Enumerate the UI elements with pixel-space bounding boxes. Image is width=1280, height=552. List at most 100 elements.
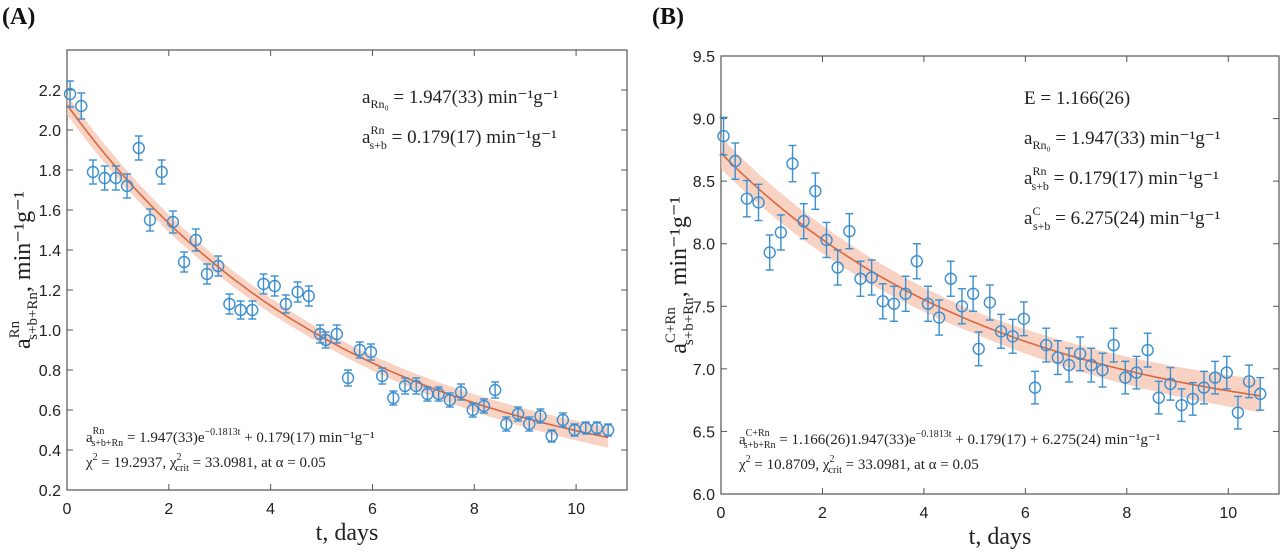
data-marker bbox=[330, 327, 344, 341]
data-point bbox=[86, 159, 100, 185]
data-marker bbox=[1051, 351, 1065, 364]
data-marker bbox=[932, 311, 946, 324]
data-point bbox=[109, 165, 123, 191]
data-marker bbox=[1152, 391, 1165, 404]
data-marker bbox=[1107, 338, 1120, 352]
data-marker bbox=[302, 289, 316, 303]
data-point bbox=[1208, 360, 1222, 395]
data-marker bbox=[983, 296, 997, 309]
data-marker bbox=[234, 303, 247, 317]
data-marker bbox=[1254, 387, 1267, 401]
y-tick-label: 9.0 bbox=[693, 112, 715, 129]
y-tick-label: 6.0 bbox=[693, 487, 715, 504]
data-point bbox=[1028, 370, 1042, 405]
x-tick-label: 8 bbox=[470, 501, 479, 518]
data-point bbox=[763, 234, 776, 271]
x-tick-label: 4 bbox=[266, 501, 275, 518]
data-marker bbox=[545, 429, 558, 443]
data-point bbox=[375, 367, 389, 385]
fit-confidence-band bbox=[721, 137, 1261, 413]
data-point bbox=[983, 284, 997, 321]
data-marker bbox=[1208, 371, 1222, 384]
data-point bbox=[994, 313, 1008, 349]
data-marker bbox=[1039, 338, 1053, 352]
parameter-annotation: aC s+b = 6.275(24) min⁻¹g⁻¹ bbox=[1024, 204, 1221, 233]
x-tick-label: 0 bbox=[63, 501, 72, 518]
data-marker bbox=[143, 213, 157, 227]
parameter-annotation: aRn s+b = 0.179(17) min⁻¹g⁻¹ bbox=[362, 123, 557, 152]
data-marker bbox=[200, 267, 214, 281]
data-marker bbox=[1186, 392, 1199, 406]
data-marker bbox=[189, 233, 203, 247]
data-point bbox=[410, 377, 423, 395]
data-marker bbox=[454, 385, 468, 399]
x-tick-label: 8 bbox=[1122, 505, 1131, 522]
data-marker bbox=[1175, 398, 1188, 412]
data-marker bbox=[155, 165, 168, 179]
y-tick-label: 8.0 bbox=[693, 237, 715, 254]
y-tick-label: 8.5 bbox=[693, 174, 715, 191]
fit-line bbox=[66, 104, 609, 439]
data-point bbox=[1006, 318, 1019, 354]
data-point bbox=[972, 331, 985, 367]
chi-square-annotation: χ2 = 10.8709, χ2 crit = 33.0981, at α = 0… bbox=[738, 454, 979, 476]
data-marker bbox=[1028, 381, 1042, 394]
y-tick-label: 2.2 bbox=[39, 83, 61, 100]
data-point bbox=[1119, 360, 1132, 395]
x-tick-label: 0 bbox=[717, 505, 726, 522]
data-point bbox=[223, 293, 236, 315]
x-tick-label: 4 bbox=[919, 505, 928, 522]
data-point bbox=[63, 80, 77, 108]
data-point bbox=[364, 343, 378, 361]
data-point bbox=[330, 324, 344, 344]
data-point bbox=[432, 386, 445, 402]
data-marker bbox=[466, 403, 479, 417]
x-tick-label: 2 bbox=[818, 505, 827, 522]
data-point bbox=[1073, 336, 1087, 372]
data-point bbox=[854, 260, 867, 297]
data-marker bbox=[132, 141, 145, 155]
panel-label-b: (B) bbox=[652, 4, 684, 30]
data-point bbox=[1152, 380, 1165, 415]
data-marker bbox=[972, 342, 985, 356]
y-axis-title: aRn s+b+Rn, min⁻¹g⁻¹ bbox=[7, 191, 41, 349]
data-point bbox=[177, 251, 191, 273]
data-marker bbox=[375, 369, 389, 383]
data-point bbox=[302, 285, 316, 307]
y-tick-label: 1.2 bbox=[39, 283, 61, 300]
data-point bbox=[341, 369, 355, 387]
data-marker bbox=[75, 99, 88, 113]
data-point bbox=[1062, 347, 1076, 383]
data-point bbox=[556, 412, 570, 428]
chart-panel-a: 0 2 4 6 8 10 0.2 0.4 0.6 0.8 1.0 1.2 1.4 1.6 1.8 2.0 2.2… bbox=[7, 49, 628, 546]
data-point bbox=[944, 260, 957, 297]
data-point bbox=[932, 299, 946, 336]
data-marker bbox=[556, 413, 570, 427]
data-point bbox=[921, 285, 935, 323]
data-marker bbox=[1006, 330, 1019, 343]
data-point bbox=[200, 263, 214, 285]
data-marker bbox=[534, 409, 547, 423]
data-point bbox=[1186, 381, 1199, 416]
x-tick-label: 6 bbox=[368, 501, 377, 518]
data-point bbox=[98, 165, 111, 191]
fit-equation: aC+Rn s+b+Rn = 1.166(26)1.947(33)e−0.1813… bbox=[739, 428, 1160, 451]
data-marker bbox=[1130, 366, 1143, 379]
data-marker bbox=[120, 179, 134, 193]
plot-frame bbox=[720, 55, 1280, 495]
data-marker bbox=[500, 417, 513, 431]
data-point bbox=[523, 416, 536, 432]
data-marker bbox=[729, 154, 742, 168]
data-marker bbox=[1062, 358, 1076, 372]
data-point bbox=[809, 172, 822, 211]
data-point bbox=[1051, 340, 1065, 376]
y-tick-label: 6.5 bbox=[693, 424, 715, 441]
data-marker bbox=[109, 171, 123, 185]
data-marker bbox=[511, 407, 525, 421]
data-marker bbox=[1096, 363, 1109, 377]
data-point bbox=[75, 92, 88, 120]
data-marker bbox=[1085, 358, 1098, 372]
x-tick-label: 10 bbox=[1219, 505, 1237, 522]
data-marker bbox=[523, 417, 536, 431]
